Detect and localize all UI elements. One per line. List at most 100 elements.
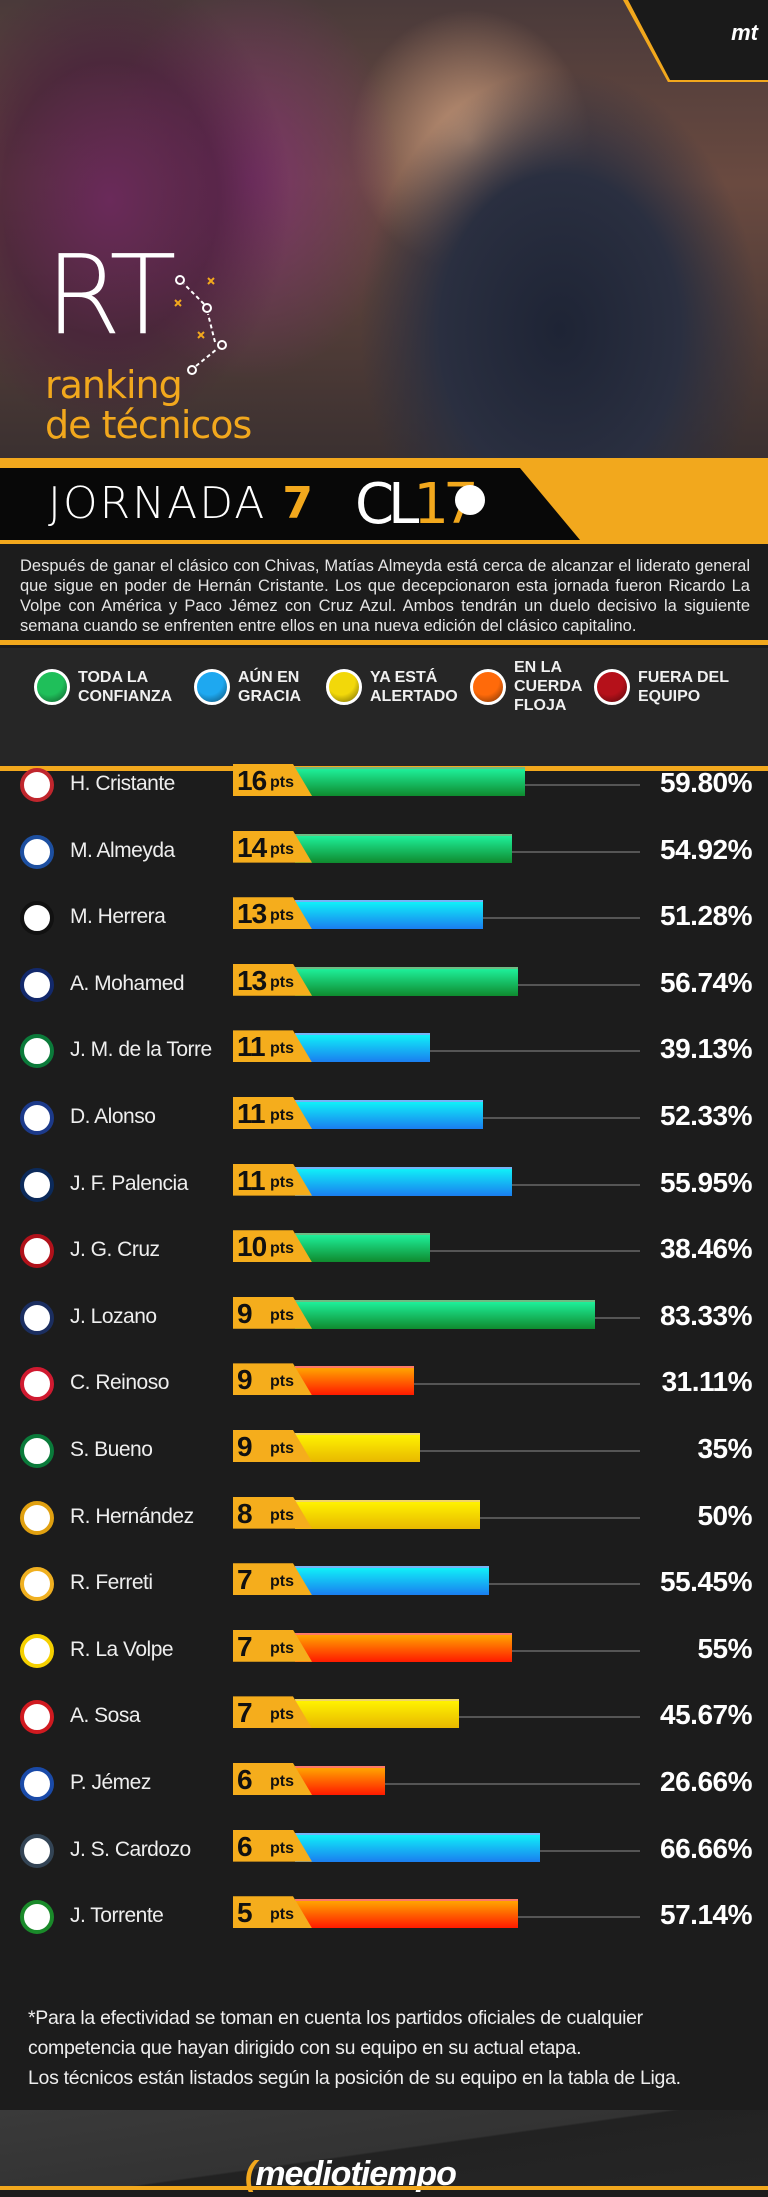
points-unit: pts [270,1373,294,1391]
rt-subtitle-1: ranking [45,363,183,407]
efficiency-bar [295,833,512,863]
footnote: *Para la efectividad se toman en cuenta … [28,2003,681,2093]
ranking-row: R. Hernández 8 pts 50% [0,1496,768,1537]
points-value: 16 [237,765,267,796]
points-value: 7 [237,1630,253,1662]
points-badge: 7 pts [233,1629,312,1662]
points-value: 13 [237,964,267,996]
points-value: 14 [237,831,267,863]
footnote-line: competencia que hayan dirigido con su eq… [28,2037,582,2059]
bar-track [300,1383,640,1386]
efficiency-percent: 55% [697,1632,752,1664]
points-unit: pts [270,973,294,991]
hero-photo [0,0,768,460]
coach-name: M. Herrera [70,905,166,929]
points-unit: pts [270,1839,294,1857]
points-value: 6 [237,1764,253,1795]
points-value: 11 [237,1031,266,1063]
ranking-row: H. Cristante 16 pts 59.80% [0,764,768,804]
coach-name: J. S. Cardozo [70,1837,191,1861]
ranking-row: C. Reinoso 9 pts 31.11% [0,1363,768,1403]
legend-dot-yellow-icon [326,669,362,705]
efficiency-percent: 56.74% [660,966,752,998]
team-crest-icon [20,1300,54,1335]
coach-name: M. Almeyda [70,838,175,862]
efficiency-bar [295,1100,483,1129]
points-unit: pts [270,1440,294,1457]
points-value: 9 [237,1364,253,1396]
points-unit: pts [270,1173,294,1191]
jornada-title: JORNADA 7 [48,478,315,529]
efficiency-bar [295,1899,518,1929]
footnote-line: *Para la efectividad se toman en cuenta … [28,2007,643,2029]
legend-label: TODA LA CONFIANZA [78,669,173,705]
ranking-row: D. Alonso 11 pts 52.33% [0,1097,768,1137]
coach-name: J. Torrente [70,1904,164,1928]
tactics-icon [174,275,227,375]
points-value: 6 [237,1830,253,1862]
legend-dot-orange-icon [470,668,506,705]
tournament-a: CL [355,472,419,537]
team-crest-icon [20,1767,54,1801]
coach-name: J. Lozano [70,1304,157,1328]
points-unit: pts [270,1639,294,1657]
coach-name: S. Bueno [70,1438,153,1461]
points-value: 11 [237,1164,266,1196]
points-badge: 13 pts [233,897,312,930]
efficiency-bar [295,1299,595,1329]
efficiency-percent: 35% [697,1433,752,1464]
ranking-row: J. F. Palencia 11 pts 55.95% [0,1163,768,1204]
efficiency-percent: 59.80% [660,767,752,798]
ranking-row: J. G. Cruz 10 pts 38.46% [0,1230,768,1270]
bar-track [300,1050,640,1053]
footnote-line: Los técnicos están listados según la pos… [28,2067,681,2089]
bar-track [300,1450,640,1452]
team-crest-icon [20,1034,54,1069]
team-crest-icon [20,834,54,869]
efficiency-bar [295,1699,459,1729]
team-crest-icon [20,1367,54,1402]
bar-track [300,1250,640,1253]
mt-logo: mt [731,20,758,45]
ranking-row: A. Mohamed 13 pts 56.74% [0,963,768,1004]
legend-label: EN LA CUERDA FLOJA [514,659,582,714]
coach-name: A. Mohamed [70,971,185,995]
bar-track [300,1716,640,1719]
team-crest-icon [20,1101,54,1135]
team-crest-icon [20,901,54,936]
ranking-row: J. Torrente 5 pts 57.14% [0,1896,768,1936]
points-value: 13 [237,898,267,930]
coach-name: A. Sosa [70,1704,141,1728]
intro-text: Después de ganar el clásico con Chivas, … [20,557,750,635]
team-crest-icon [20,1567,54,1602]
coach-name: D. Alonso [70,1105,156,1128]
efficiency-bar [295,1166,512,1196]
ranking-row: R. Ferreti 7 pts 55.45% [0,1563,768,1603]
footer [0,2110,768,2190]
coach-name: R. Ferreti [70,1571,153,1595]
efficiency-percent: 57.14% [660,1899,752,1931]
points-value: 7 [237,1564,253,1596]
points-unit: pts [270,1706,294,1724]
rt-subtitle: ranking de técnicos [45,363,252,445]
points-unit: pts [270,1306,294,1324]
coach-name: C. Reinoso [70,1371,169,1395]
efficiency-bar [295,900,483,930]
points-unit: pts [270,840,294,858]
divider [0,2186,768,2190]
legend-dot-blue-icon [194,669,230,705]
divider [0,640,768,645]
efficiency-bar [295,966,518,996]
efficiency-percent: 55.95% [660,1166,752,1198]
efficiency-percent: 51.28% [660,900,752,932]
efficiency-percent: 83.33% [660,1299,752,1331]
legend-label: AÚN EN GRACIA [238,669,302,705]
efficiency-percent: 66.66% [660,1832,752,1864]
points-unit: pts [270,1506,294,1524]
points-value: 8 [237,1497,253,1529]
ranking-row: A. Sosa 7 pts 45.67% [0,1696,768,1736]
efficiency-percent: 54.92% [660,833,752,865]
efficiency-percent: 38.46% [660,1233,752,1265]
efficiency-percent: 45.67% [660,1699,752,1731]
efficiency-bar [295,1366,414,1396]
